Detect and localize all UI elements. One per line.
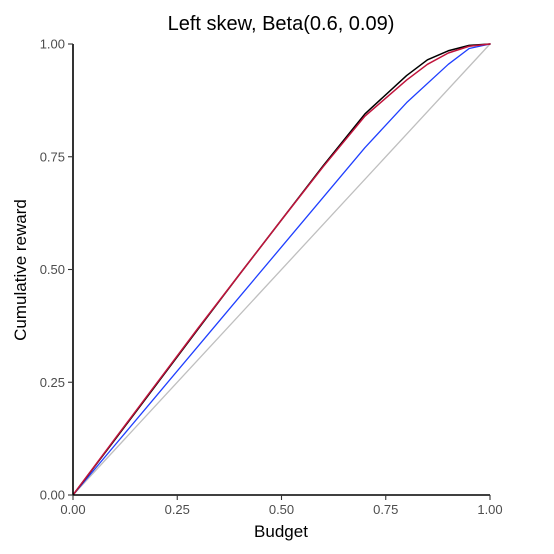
series-line-2 — [72, 43, 491, 496]
y-tick-label: 1.00 — [40, 37, 65, 52]
x-axis-label: Budget — [254, 522, 308, 541]
x-tick-label: 0.00 — [60, 502, 85, 517]
chart-title: Left skew, Beta(0.6, 0.09) — [168, 13, 395, 35]
x-axis-ticks: 0.00 0.25 0.50 0.75 1.00 — [60, 495, 503, 517]
y-tick-label: 0.75 — [40, 149, 65, 164]
x-tick-label: 0.25 — [165, 502, 190, 517]
x-tick-label: 0.50 — [269, 502, 294, 517]
y-axis-label: Cumulative reward — [11, 199, 30, 341]
x-tick-label: 0.75 — [373, 502, 398, 517]
y-tick-label: 0.25 — [40, 375, 65, 390]
series-line-4 — [72, 43, 491, 496]
x-tick-label: 1.00 — [477, 502, 502, 517]
y-tick-label: 0.50 — [40, 262, 65, 277]
series-layer — [72, 43, 491, 496]
y-tick-label: 0.00 — [40, 488, 65, 503]
y-axis-ticks: 0.00 0.25 0.50 0.75 1.00 — [40, 37, 73, 503]
series-line-1 — [72, 43, 491, 496]
